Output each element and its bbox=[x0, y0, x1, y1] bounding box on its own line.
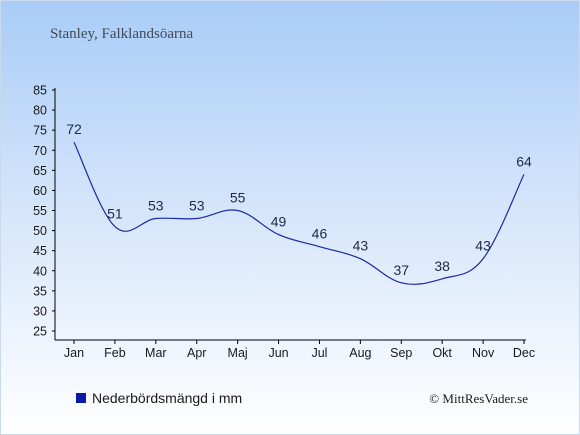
data-labels: 72 51 53 53 55 49 46 43 37 38 43 64 bbox=[66, 121, 532, 278]
data-label: 64 bbox=[516, 153, 532, 169]
y-tick-label: 55 bbox=[33, 204, 47, 218]
data-label: 43 bbox=[353, 238, 369, 254]
x-tick-label: Jan bbox=[64, 346, 84, 360]
y-tick-label: 35 bbox=[33, 284, 47, 298]
copyright-text: © MittResVader.se bbox=[429, 391, 528, 406]
data-label: 49 bbox=[271, 214, 287, 230]
x-tick-label: Okt bbox=[432, 346, 452, 360]
y-tick-label: 80 bbox=[33, 104, 47, 118]
chart-title: Stanley, Falklandsöarna bbox=[50, 26, 194, 42]
y-tick-label: 70 bbox=[33, 144, 47, 158]
x-tick-label: Maj bbox=[228, 346, 248, 360]
y-axis-ticks: 25 30 35 40 45 50 55 60 65 70 75 80 85 bbox=[33, 84, 55, 339]
data-label: 37 bbox=[393, 262, 409, 278]
y-tick-label: 45 bbox=[33, 244, 47, 258]
x-tick-label: Jun bbox=[268, 346, 288, 360]
y-tick-label: 65 bbox=[33, 164, 47, 178]
y-tick-label: 40 bbox=[33, 264, 47, 278]
x-axis-ticks: Jan Feb Mar Apr Maj Jun Jul Aug Sep Okt Nov Dec bbox=[64, 340, 535, 360]
series-line bbox=[73, 141, 525, 285]
data-label: 72 bbox=[66, 121, 82, 137]
y-tick-label: 30 bbox=[33, 304, 47, 318]
data-label: 43 bbox=[475, 238, 491, 254]
x-tick-label: Aug bbox=[349, 346, 371, 360]
x-tick-label: Nov bbox=[472, 346, 495, 360]
data-label: 55 bbox=[230, 190, 246, 206]
x-tick-label: Jul bbox=[311, 346, 327, 360]
legend-marker bbox=[76, 393, 86, 403]
data-label: 51 bbox=[107, 206, 123, 222]
data-label: 53 bbox=[189, 198, 205, 214]
x-tick-label: Feb bbox=[104, 346, 126, 360]
y-tick-label: 85 bbox=[33, 84, 47, 98]
legend-label: Nederbördsmängd i mm bbox=[92, 390, 242, 406]
x-tick-label: Dec bbox=[513, 346, 535, 360]
y-tick-label: 50 bbox=[33, 224, 47, 238]
data-label: 46 bbox=[312, 226, 328, 242]
data-label: 53 bbox=[148, 198, 164, 214]
data-label: 38 bbox=[434, 258, 450, 274]
y-tick-label: 60 bbox=[33, 184, 47, 198]
y-tick-label: 75 bbox=[33, 124, 47, 138]
x-tick-label: Sep bbox=[390, 346, 412, 360]
x-tick-label: Apr bbox=[187, 346, 206, 360]
x-tick-label: Mar bbox=[145, 346, 167, 360]
y-tick-label: 25 bbox=[33, 325, 47, 339]
